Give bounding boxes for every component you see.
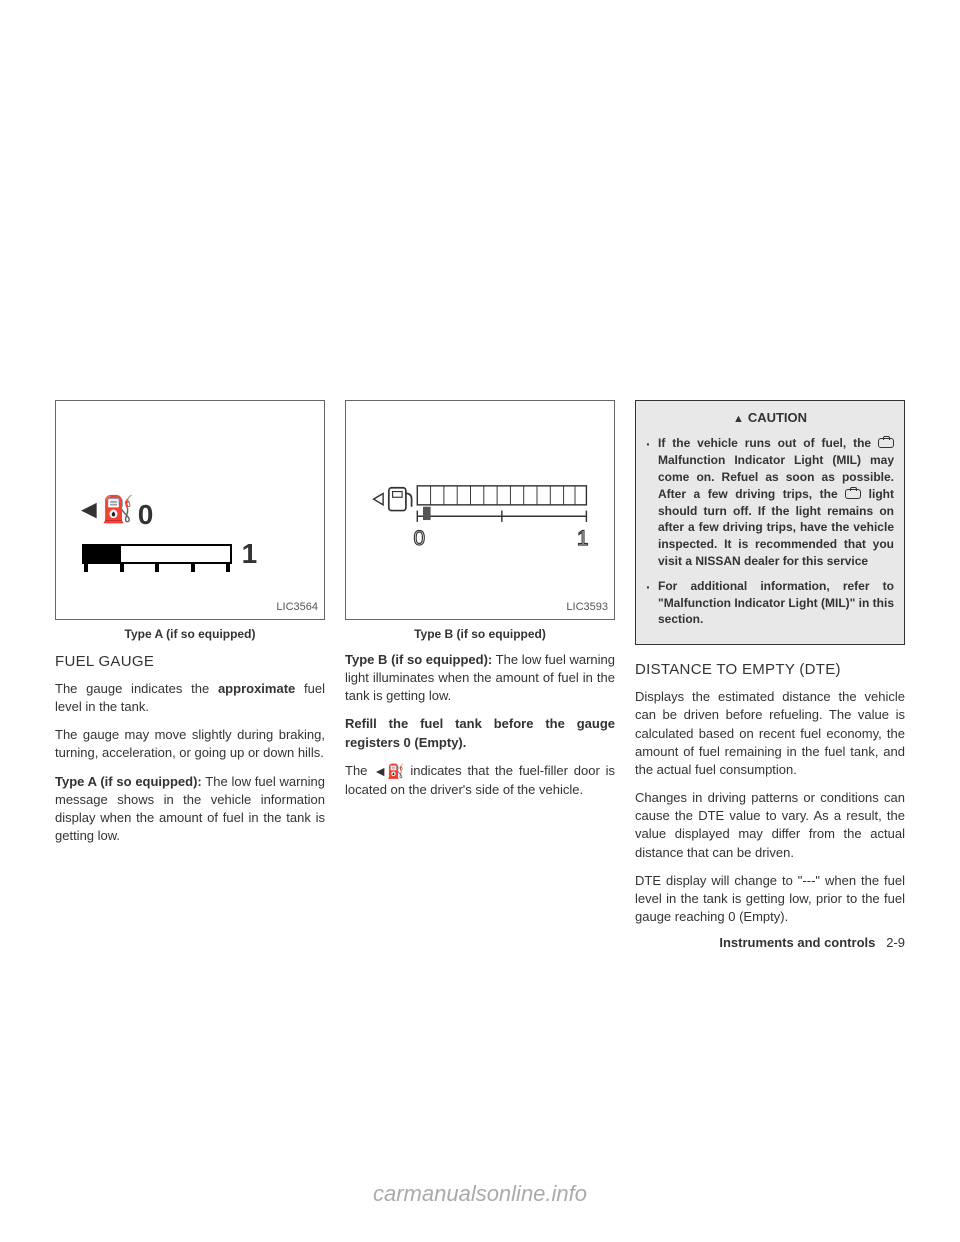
- col1-p3: Type A (if so equipped): The low fuel wa…: [55, 773, 325, 846]
- col1-p1a: The gauge indicates the: [55, 681, 218, 696]
- col3-p3: DTE display will change to "---" when th…: [635, 872, 905, 927]
- col1-p2: The gauge may move slightly during braki…: [55, 726, 325, 762]
- watermark: carmanualsonline.info: [0, 1181, 960, 1207]
- col2-p3: The ◄⛽ indicates that the fuel-filler do…: [345, 762, 615, 800]
- svg-text:0: 0: [414, 527, 426, 550]
- gauge-one-label: 1: [242, 538, 258, 569]
- fuel-door-arrow-icon: ◄⛽: [373, 762, 404, 782]
- mil-icon: [845, 489, 861, 499]
- fuel-gauge-heading: FUEL GAUGE: [55, 651, 325, 672]
- gauge-bar-fill: [84, 546, 121, 562]
- col2-p1a: Type B (if so equipped):: [345, 652, 492, 667]
- column-1: ◄⛽ 0 1 LIC3564 Type A (if so equipped) F…: [55, 400, 325, 936]
- col1-p1b: approximate: [218, 681, 295, 696]
- page-footer: Instruments and controls 2-9: [719, 935, 905, 950]
- fuel-pump-arrow-icon: ◄⛽: [76, 494, 134, 524]
- dte-heading: DISTANCE TO EMPTY (DTE): [635, 659, 905, 680]
- caution-box: CAUTION If the vehicle runs out of fuel,…: [635, 400, 905, 645]
- fuel-gauge-b-graphic: 0 1: [366, 476, 594, 571]
- col2-p2: Refill the fuel tank before the gauge re…: [345, 715, 615, 751]
- figure-b-caption: Type B (if so equipped): [345, 626, 615, 643]
- figure-b: 0 1 LIC3593: [345, 400, 615, 620]
- mil-icon: [878, 438, 894, 448]
- column-3: CAUTION If the vehicle runs out of fuel,…: [635, 400, 905, 936]
- caution-title: CAUTION: [646, 409, 894, 427]
- col2-p3a: The: [345, 763, 373, 778]
- figure-a: ◄⛽ 0 1 LIC3564: [55, 400, 325, 620]
- col1-p1: The gauge indicates the approximate fuel…: [55, 680, 325, 716]
- col2-p1: Type B (if so equipped): The low fuel wa…: [345, 651, 615, 706]
- gauge-bar: [82, 544, 232, 564]
- column-2: 0 1 LIC3593 Type B (if so equipped) Type…: [345, 400, 615, 936]
- figure-a-caption: Type A (if so equipped): [55, 626, 325, 643]
- col1-p3a: Type A (if so equipped):: [55, 774, 202, 789]
- col3-p2: Changes in driving patterns or condition…: [635, 789, 905, 862]
- page: ◄⛽ 0 1 LIC3564 Type A (if so equipped) F…: [0, 0, 960, 936]
- col3-p1: Displays the estimated distance the vehi…: [635, 688, 905, 779]
- figure-a-id: LIC3564: [276, 600, 318, 615]
- svg-text:1: 1: [577, 527, 589, 550]
- footer-page: 2-9: [886, 935, 905, 950]
- gauge-zero-label: 0: [138, 499, 154, 530]
- figure-b-id: LIC3593: [566, 600, 608, 615]
- gauge-ticks: [84, 564, 230, 572]
- caution-item-1a: If the vehicle runs out of fuel, the: [658, 436, 878, 450]
- caution-item-1: If the vehicle runs out of fuel, the Mal…: [646, 435, 894, 569]
- footer-section: Instruments and controls: [719, 935, 875, 950]
- caution-item-2: For additional information, refer to "Ma…: [646, 578, 894, 628]
- fuel-gauge-a-graphic: ◄⛽ 0 1: [76, 491, 304, 573]
